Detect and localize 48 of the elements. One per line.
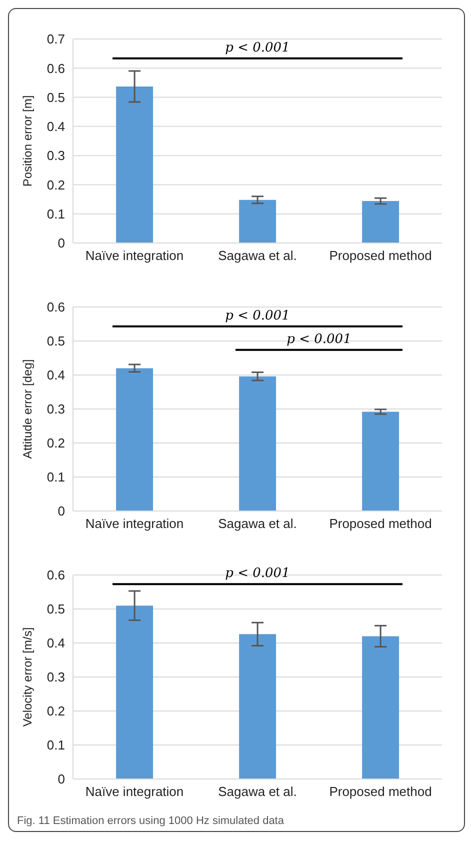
y-tick-label: 0 [58, 504, 65, 519]
bar [239, 634, 276, 779]
annotation: p < 0.001 [225, 566, 290, 582]
x-tick-label: Naïve integration [85, 784, 184, 800]
y-tick-label: 0.4 [46, 636, 65, 651]
y-tick-label: 0.2 [46, 704, 65, 719]
y-tick-label: 0.2 [46, 436, 65, 451]
bar [239, 376, 276, 511]
y-tick-label: 0.1 [46, 738, 65, 753]
x-tick-label: Proposed method [329, 248, 432, 264]
y-tick-label: 0.3 [46, 402, 65, 417]
y-axis-title: Velocity error [m/s] [20, 627, 34, 727]
x-tick-label: Sagawa et al. [218, 248, 297, 264]
bar [116, 86, 154, 243]
y-tick-label: 0.2 [46, 177, 65, 192]
bar [239, 200, 276, 243]
y-tick-label: 0.7 [46, 32, 65, 47]
y-tick-label: 0.5 [46, 334, 65, 349]
y-tick-label: 0.3 [46, 148, 65, 164]
annotation: p < 0.001 [225, 40, 290, 56]
y-tick-label: 0.4 [46, 119, 65, 134]
caption: Fig. 11 Estimation errors using 1000 Hz simulated data [16, 814, 285, 829]
y-axis-title: Position error [m] [20, 95, 34, 187]
y-axis-title: Attitude error [deg] [20, 359, 34, 459]
x-tick-label: Proposed method [329, 516, 432, 532]
x-tick-label: Proposed method [329, 784, 432, 800]
y-tick-label: 0.5 [46, 90, 65, 105]
y-tick-label: 0.1 [46, 206, 65, 222]
y-tick-label: 0.4 [46, 368, 65, 383]
x-tick-label: Naïve integration [85, 248, 184, 264]
y-tick-label: 0.6 [46, 60, 65, 76]
x-tick-label: Naïve integration [85, 516, 184, 532]
y-tick-label: 0 [58, 772, 65, 787]
annotation: p < 0.001 [286, 332, 352, 347]
y-tick-label: 0.5 [46, 602, 65, 617]
x-tick-label: Sagawa et al. [218, 784, 297, 800]
y-tick-label: 0.3 [46, 670, 65, 685]
bar [116, 606, 154, 779]
bar [362, 412, 400, 511]
y-tick-label: 0.6 [46, 568, 65, 583]
bar [362, 201, 400, 243]
y-tick-label: 0 [58, 236, 65, 251]
annotation: p < 0.001 [225, 308, 290, 324]
y-tick-label: 0.1 [46, 470, 65, 485]
bar [362, 636, 400, 779]
y-tick-label: 0.6 [46, 300, 65, 315]
bar [116, 368, 154, 511]
x-tick-label: Sagawa et al. [218, 516, 297, 532]
